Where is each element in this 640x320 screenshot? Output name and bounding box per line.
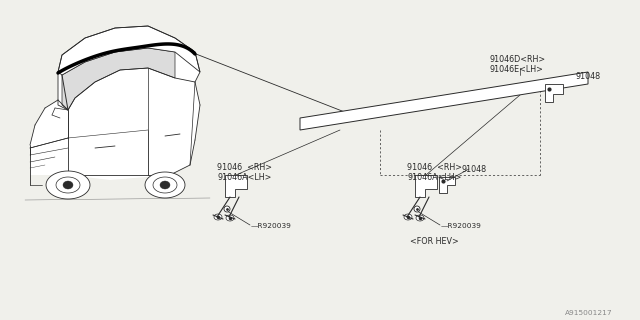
Text: 91046A<LH>: 91046A<LH> — [407, 173, 461, 182]
Polygon shape — [145, 172, 185, 198]
Polygon shape — [214, 214, 222, 220]
Polygon shape — [404, 214, 412, 220]
Polygon shape — [46, 171, 90, 199]
Polygon shape — [63, 181, 73, 189]
Text: 91046  <RH>: 91046 <RH> — [217, 163, 272, 172]
Text: <FOR HEV>: <FOR HEV> — [410, 237, 459, 246]
Text: 91046D<RH>: 91046D<RH> — [490, 55, 546, 64]
Polygon shape — [545, 84, 563, 102]
Text: 91046  <RH>: 91046 <RH> — [407, 163, 462, 172]
Text: 91046E<LH>: 91046E<LH> — [490, 65, 544, 74]
Text: —R920039: —R920039 — [441, 223, 482, 229]
Polygon shape — [30, 138, 68, 175]
Text: 91048: 91048 — [575, 72, 600, 81]
Polygon shape — [58, 26, 200, 75]
Polygon shape — [68, 68, 200, 180]
Polygon shape — [58, 26, 200, 110]
Polygon shape — [415, 175, 437, 197]
Polygon shape — [153, 177, 177, 193]
Text: A915001217: A915001217 — [565, 310, 612, 316]
Text: 91048: 91048 — [461, 165, 486, 174]
Polygon shape — [30, 100, 68, 175]
Polygon shape — [300, 72, 588, 130]
Text: —R920039: —R920039 — [251, 223, 292, 229]
Polygon shape — [439, 177, 455, 193]
Circle shape — [414, 206, 420, 212]
Polygon shape — [416, 215, 424, 221]
Circle shape — [224, 206, 230, 212]
Polygon shape — [160, 181, 170, 189]
Polygon shape — [56, 177, 80, 193]
Polygon shape — [225, 175, 247, 197]
Polygon shape — [30, 100, 68, 148]
Polygon shape — [62, 48, 175, 110]
Polygon shape — [226, 215, 234, 221]
Text: 91046A<LH>: 91046A<LH> — [217, 173, 271, 182]
